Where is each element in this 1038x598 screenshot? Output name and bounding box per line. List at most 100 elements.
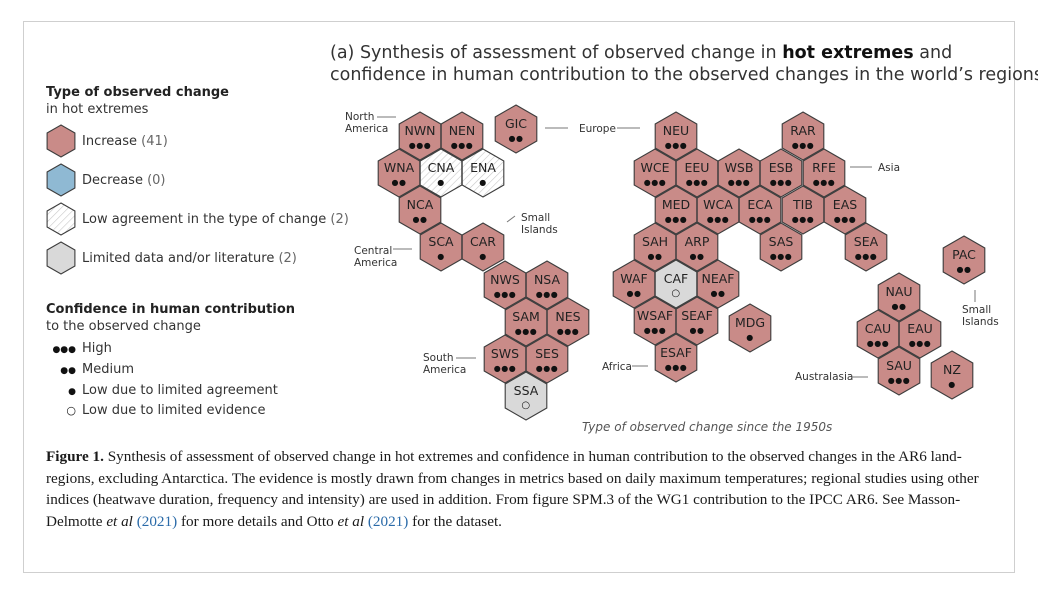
legend-confidence-symbol: ●● bbox=[60, 366, 76, 376]
region-hex-nau: NAU ●● bbox=[877, 272, 921, 322]
region-code: SWS bbox=[491, 346, 519, 361]
region-hex-gic: GIC ●● bbox=[494, 104, 538, 154]
confidence-dots: ●● bbox=[413, 215, 428, 224]
region-code: NZ bbox=[943, 362, 961, 377]
confidence-dots: ● bbox=[479, 252, 486, 261]
region-hex-eca: ECA ●●● bbox=[738, 185, 782, 235]
caption-label: Figure 1. bbox=[46, 448, 104, 465]
region-code: SAS bbox=[769, 234, 794, 249]
confidence-dots: ●●● bbox=[888, 376, 910, 385]
region-code: NEAF bbox=[702, 271, 735, 286]
confidence-dots: ●●● bbox=[665, 363, 687, 372]
region-hex-nsa: NSA ●●● bbox=[525, 260, 569, 310]
region-hex-sws: SWS ●●● bbox=[483, 334, 527, 384]
legend-type-list: Increase (41) Decrease (0) Low agreement i… bbox=[46, 124, 349, 275]
region-hex-neaf: NEAF ●● bbox=[696, 259, 740, 309]
confidence-dots: ●●● bbox=[409, 141, 431, 150]
chart-title-line1: (a) Synthesis of assessment of observed … bbox=[330, 43, 952, 63]
label-europe: Europe bbox=[579, 123, 616, 135]
region-code: TIB bbox=[792, 197, 813, 212]
region-code: NAU bbox=[885, 284, 912, 299]
region-code: ARP bbox=[685, 234, 710, 249]
legend-confidence-subheading: to the observed change bbox=[46, 319, 201, 334]
hex-shape bbox=[930, 350, 974, 400]
confidence-dots: ●●● bbox=[515, 327, 537, 336]
label-small-islands-caribbean: Small Islands bbox=[521, 212, 558, 236]
region-code: MED bbox=[662, 197, 690, 212]
caption-ref-link-1[interactable]: (2021) bbox=[132, 512, 178, 530]
legend-swatch bbox=[46, 241, 76, 275]
caption-etal-1: et al bbox=[106, 512, 133, 530]
region-hex-eeu: EEU ●●● bbox=[675, 148, 719, 198]
region-hex-esb: ESB ●●● bbox=[759, 148, 803, 198]
region-code: SAU bbox=[886, 358, 912, 373]
region-hex-mdg: MDG ● bbox=[728, 303, 772, 353]
region-code: SEAF bbox=[681, 308, 713, 323]
hex-shape bbox=[675, 296, 719, 346]
label-africa: Africa bbox=[602, 361, 632, 373]
legend-type-increase: Increase (41) bbox=[46, 124, 168, 158]
confidence-dots: ●●● bbox=[855, 252, 877, 261]
hex-shape bbox=[823, 185, 867, 235]
confidence-dots: ●●● bbox=[665, 215, 687, 224]
region-code: EAU bbox=[907, 321, 933, 336]
confidence-dots: ●●● bbox=[686, 178, 708, 187]
region-code: GIC bbox=[505, 116, 527, 131]
hex-shape bbox=[494, 104, 538, 154]
region-hex-esaf: ESAF ●●● bbox=[654, 333, 698, 383]
confidence-dots: ●●● bbox=[494, 290, 516, 299]
region-code: SSA bbox=[514, 383, 539, 398]
region-code: NWS bbox=[490, 272, 520, 287]
legend-type-label: Low agreement in the type of change bbox=[82, 212, 330, 227]
region-hex-nz: NZ ● bbox=[930, 350, 974, 400]
confidence-dots: ●●● bbox=[665, 141, 687, 150]
caption-etal-2: et al bbox=[337, 512, 365, 530]
confidence-dots: ●●● bbox=[792, 141, 814, 150]
region-code: NSA bbox=[534, 272, 561, 287]
hex-shape bbox=[738, 185, 782, 235]
legend-type-label: Limited data and/or literature bbox=[82, 251, 278, 266]
region-code: EAS bbox=[833, 197, 857, 212]
region-hex-ena: ENA ● bbox=[461, 148, 505, 198]
region-hex-nca: NCA ●● bbox=[398, 185, 442, 235]
confidence-dots: ●● bbox=[957, 265, 972, 274]
region-code: WSB bbox=[725, 160, 754, 175]
region-code: CAF bbox=[664, 271, 688, 286]
confidence-dots: ● bbox=[437, 178, 444, 187]
region-hex-sea: SEA ●●● bbox=[844, 222, 888, 272]
region-hex-nes: NES ●●● bbox=[546, 297, 590, 347]
region-code: WCA bbox=[703, 197, 733, 212]
caption-text-1: Synthesis of assessment of observed chan… bbox=[46, 448, 979, 530]
region-hex-pac: PAC ●● bbox=[942, 235, 986, 285]
caption-ref-link-2[interactable]: (2021) bbox=[364, 512, 409, 530]
confidence-dots: ●● bbox=[627, 289, 642, 298]
region-hex-tib: TIB ●●● bbox=[781, 185, 825, 235]
legend-type-count: (2) bbox=[278, 251, 296, 266]
region-hex-seaf: SEAF ●● bbox=[675, 296, 719, 346]
hex-shape bbox=[802, 148, 846, 198]
legend-confidence-symbol: ● bbox=[68, 387, 76, 397]
region-hex-sam: SAM ●●● bbox=[504, 297, 548, 347]
confidence-dots: ●●● bbox=[834, 215, 856, 224]
region-hex-wca: WCA ●●● bbox=[696, 185, 740, 235]
confidence-dots: ●●● bbox=[770, 252, 792, 261]
confidence-dots: ●●● bbox=[707, 215, 729, 224]
confidence-dots: ○ bbox=[521, 400, 530, 411]
region-hex-nwn: NWN ●●● bbox=[398, 111, 442, 161]
caption-text-3: for the dataset. bbox=[408, 512, 502, 530]
region-hex-neu: NEU ●●● bbox=[654, 111, 698, 161]
region-code: ESAF bbox=[660, 345, 692, 360]
legend-type-subheading: in hot extremes bbox=[46, 102, 149, 117]
region-hex-wna: WNA ●● bbox=[377, 148, 421, 198]
legend-swatch bbox=[46, 163, 76, 197]
confidence-dots: ●● bbox=[509, 134, 524, 143]
region-hex-rar: RAR ●●● bbox=[781, 111, 825, 161]
hex-shape bbox=[461, 148, 505, 198]
legend-confidence-label: High bbox=[82, 341, 112, 356]
hex-shape bbox=[844, 222, 888, 272]
hex-shape bbox=[898, 309, 942, 359]
legend-type-heading: Type of observed change bbox=[46, 85, 229, 100]
hex-shape bbox=[398, 185, 442, 235]
legend-type-limited: Limited data and/or literature (2) bbox=[46, 241, 297, 275]
